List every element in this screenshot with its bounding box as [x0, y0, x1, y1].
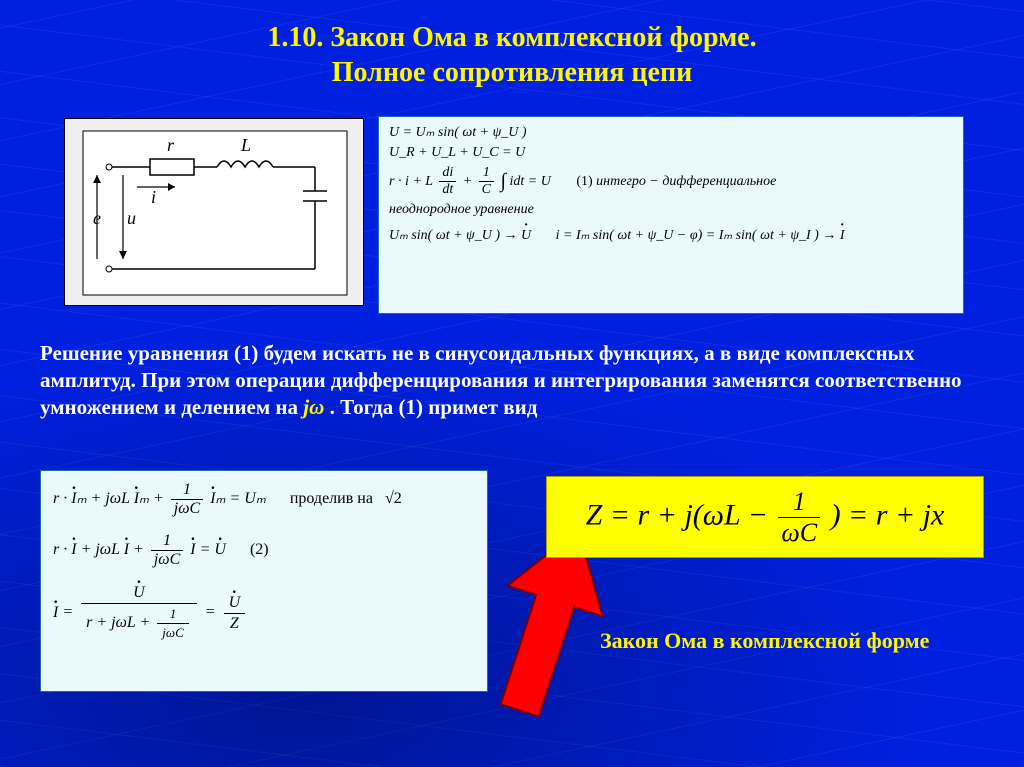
para-jw: jω [303, 395, 324, 419]
eq2-row1: r · Iₘ + jωL Iₘ + 1jωC Iₘ = Uₘ проделив … [53, 481, 475, 518]
label-L: L [240, 135, 251, 155]
frac-di-dt: di dt [439, 165, 456, 198]
label-e: e [93, 208, 101, 228]
bottom-caption: Закон Ома в комплексной форме [600, 628, 929, 654]
eq1-line1: U = Uₘ sin( ωt + ψ_U ) [389, 125, 953, 141]
eq2-row2: r · I + jωL I + 1jωC I = U (2) [53, 532, 475, 569]
eq2-row3: I = U r + jωL + 1 jωC = U Z [53, 583, 475, 643]
equations-panel-1: U = Uₘ sin( ωt + ψ_U ) U_R + U_L + U_C =… [378, 116, 964, 314]
label-u: u [127, 208, 136, 228]
integral-icon: ∫ [501, 170, 506, 192]
eq1-line3: r · i + L di dt + 1 C ∫ idt = U (1) инте… [389, 165, 953, 198]
title-line-2: Полное сопротивления цепи [0, 55, 1024, 90]
impedance-formula: Z = r + j(ωL − 1 ωC ) = r + jx [546, 476, 984, 558]
para-text-2: . Тогда (1) примет вид [330, 395, 538, 419]
circuit-diagram: e u i r L [64, 118, 364, 306]
eq1-line4: неоднородное уравнение [389, 202, 953, 218]
title-line-1: 1.10. Закон Ома в комплексной форме. [0, 20, 1024, 55]
equations-panel-2: r · Iₘ + jωL Iₘ + 1jωC Iₘ = Uₘ проделив … [40, 470, 488, 692]
Z-tail: ) = r + jx [831, 498, 945, 531]
label-r: r [167, 135, 175, 155]
frac-1-wC: 1 ωC [778, 487, 820, 548]
label-i: i [151, 187, 156, 207]
body-paragraph: Решение уравнения (1) будем искать не в … [40, 340, 984, 421]
eq1-line2: U_R + U_L + U_C = U [389, 145, 953, 161]
circuit-svg: e u i r L [65, 119, 365, 307]
slide-title: 1.10. Закон Ома в комплексной форме. Пол… [0, 0, 1024, 90]
eq1-line5: Uₘ sin( ωt + ψ_U ) → U i = Iₘ sin( ωt + … [389, 228, 953, 244]
Z-lead: Z = r + j(ωL − [586, 498, 776, 531]
frac-1-C: 1 C [479, 165, 494, 198]
